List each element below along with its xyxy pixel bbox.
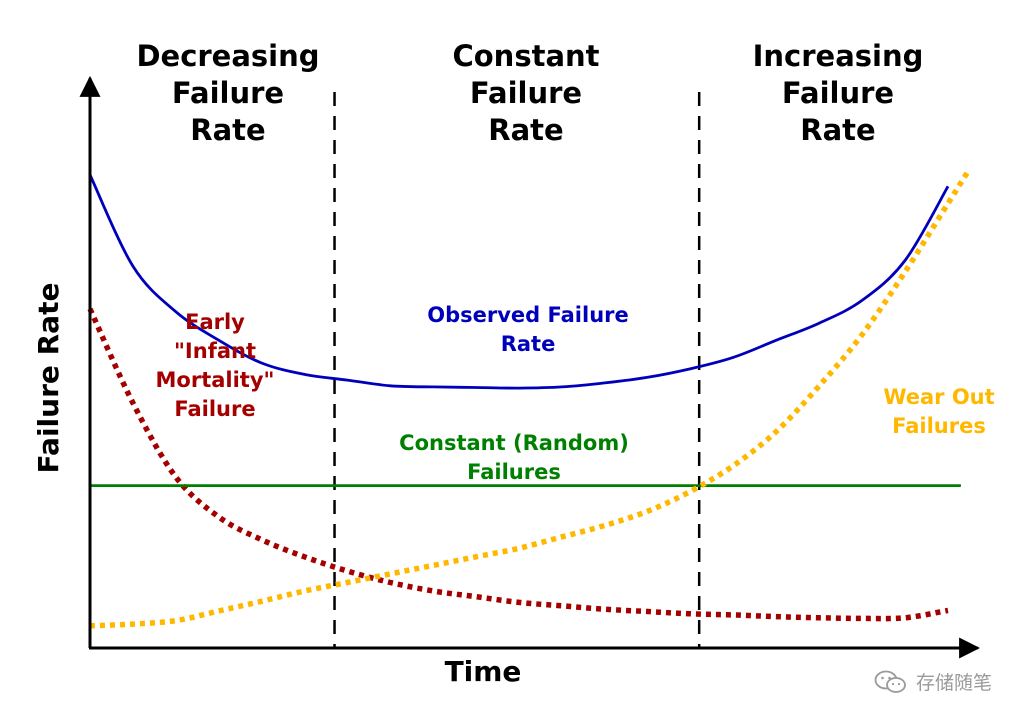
series-label-observed: Observed Failure Rate (427, 303, 629, 356)
series-line-wear-out (89, 167, 972, 629)
region-label-decreasing: Decreasing Failure Rate (136, 39, 319, 147)
x-axis-label: Time (445, 655, 522, 688)
watermark-text: 存储随笔 (915, 672, 992, 694)
series-label-infant-mortality: Early "Infant Mortality" Failure (156, 310, 275, 421)
series-label-wear-out: Wear Out Failures (883, 385, 994, 438)
watermark: 存储随笔 (874, 668, 992, 695)
region-label-increasing: Increasing Failure Rate (753, 39, 924, 147)
series-label-constant-random: Constant (Random) Failures (399, 431, 629, 484)
region-label-constant: Constant Failure Rate (452, 39, 599, 147)
series-line-infant-mortality (87, 307, 949, 622)
series-line-observed (88, 174, 950, 390)
y-axis-label: Failure Rate (32, 283, 65, 474)
wechat-icon (874, 670, 906, 693)
